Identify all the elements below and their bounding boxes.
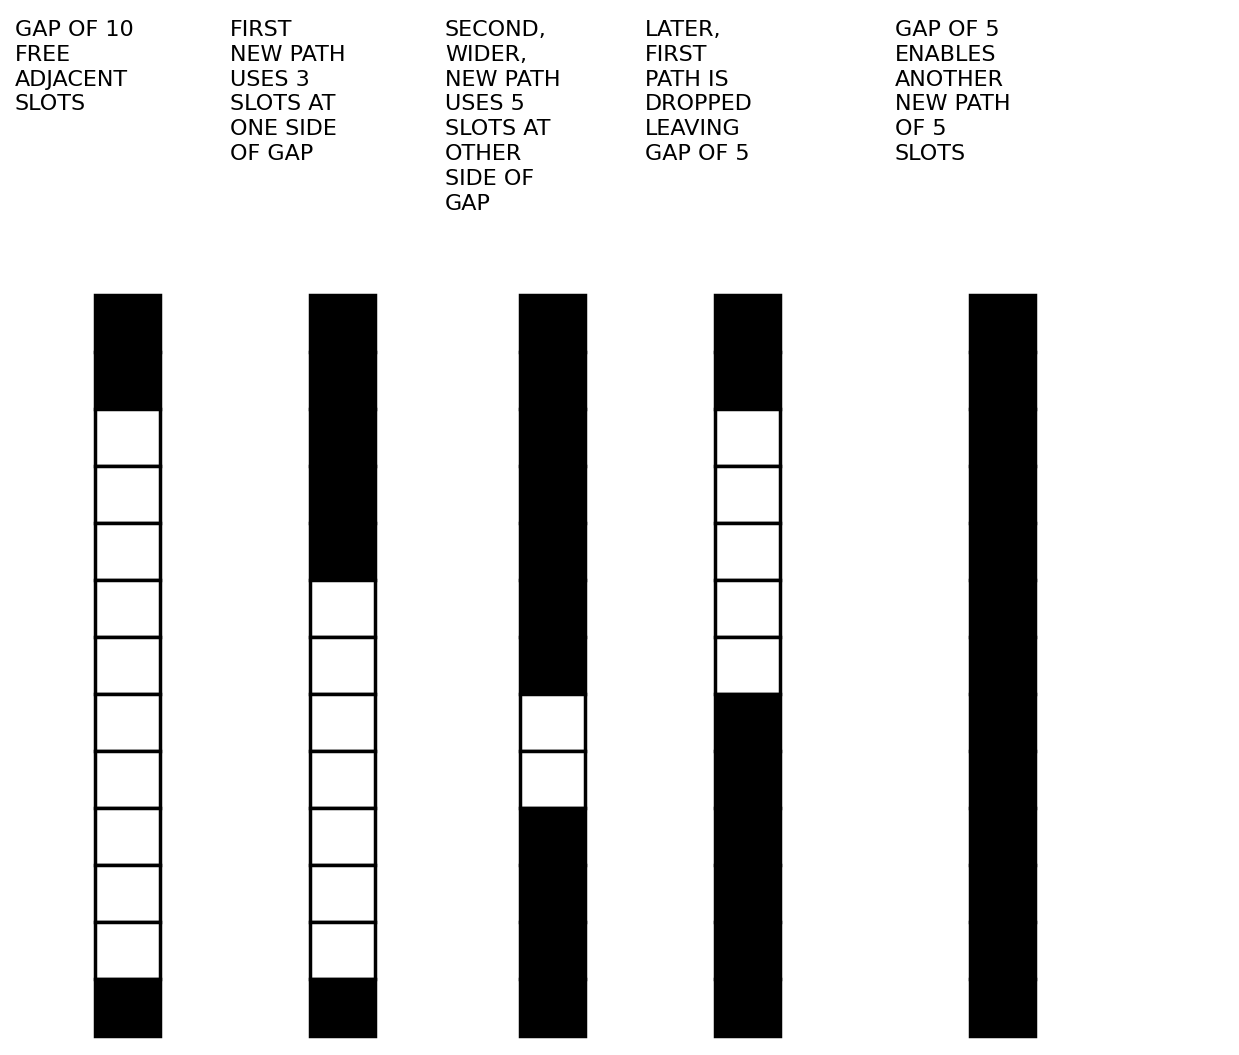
Bar [310, 694, 375, 751]
Bar [520, 466, 585, 523]
Bar [970, 580, 1035, 637]
Bar [310, 352, 375, 409]
Text: SECOND,
WIDER,
NEW PATH
USES 5
SLOTS AT
OTHER
SIDE OF
GAP: SECOND, WIDER, NEW PATH USES 5 SLOTS AT … [445, 20, 560, 213]
Bar [970, 979, 1035, 1036]
Bar [95, 694, 160, 751]
Bar [520, 808, 585, 865]
Text: GAP OF 5
ENABLES
ANOTHER
NEW PATH
OF 5
SLOTS: GAP OF 5 ENABLES ANOTHER NEW PATH OF 5 S… [895, 20, 1011, 164]
Bar [970, 922, 1035, 979]
Bar [970, 409, 1035, 466]
Bar [310, 637, 375, 694]
Bar [715, 409, 781, 466]
Bar [310, 466, 375, 523]
Bar [520, 865, 585, 922]
Bar [970, 694, 1035, 751]
Bar [95, 523, 160, 580]
Bar [970, 808, 1035, 865]
Bar [970, 295, 1035, 352]
Bar [95, 979, 160, 1036]
Bar [715, 352, 781, 409]
Bar [310, 295, 375, 352]
Bar [310, 808, 375, 865]
Bar [95, 637, 160, 694]
Bar [715, 295, 781, 352]
Bar [95, 352, 160, 409]
Bar [95, 808, 160, 865]
Bar [520, 352, 585, 409]
Bar [970, 466, 1035, 523]
Bar [310, 409, 375, 466]
Bar [95, 580, 160, 637]
Bar [95, 409, 160, 466]
Bar [95, 295, 160, 352]
Bar [95, 751, 160, 808]
Bar [520, 694, 585, 751]
Bar [715, 922, 781, 979]
Bar [715, 523, 781, 580]
Text: FIRST
NEW PATH
USES 3
SLOTS AT
ONE SIDE
OF GAP: FIRST NEW PATH USES 3 SLOTS AT ONE SIDE … [230, 20, 346, 164]
Bar [715, 580, 781, 637]
Bar [310, 979, 375, 1036]
Bar [970, 637, 1035, 694]
Bar [95, 865, 160, 922]
Bar [970, 352, 1035, 409]
Bar [520, 637, 585, 694]
Bar [310, 922, 375, 979]
Bar [715, 808, 781, 865]
Bar [95, 466, 160, 523]
Bar [520, 295, 585, 352]
Text: LATER,
FIRST
PATH IS
DROPPED
LEAVING
GAP OF 5: LATER, FIRST PATH IS DROPPED LEAVING GAP… [646, 20, 753, 164]
Bar [310, 523, 375, 580]
Bar [715, 466, 781, 523]
Bar [970, 865, 1035, 922]
Bar [520, 523, 585, 580]
Bar [520, 979, 585, 1036]
Text: GAP OF 10
FREE
ADJACENT
SLOTS: GAP OF 10 FREE ADJACENT SLOTS [15, 20, 134, 114]
Bar [715, 979, 781, 1036]
Bar [715, 694, 781, 751]
Bar [715, 751, 781, 808]
Bar [970, 751, 1035, 808]
Bar [310, 865, 375, 922]
Bar [95, 922, 160, 979]
Bar [310, 580, 375, 637]
Bar [520, 751, 585, 808]
Bar [970, 523, 1035, 580]
Bar [520, 409, 585, 466]
Bar [715, 637, 781, 694]
Bar [520, 580, 585, 637]
Bar [715, 865, 781, 922]
Bar [310, 751, 375, 808]
Bar [520, 922, 585, 979]
